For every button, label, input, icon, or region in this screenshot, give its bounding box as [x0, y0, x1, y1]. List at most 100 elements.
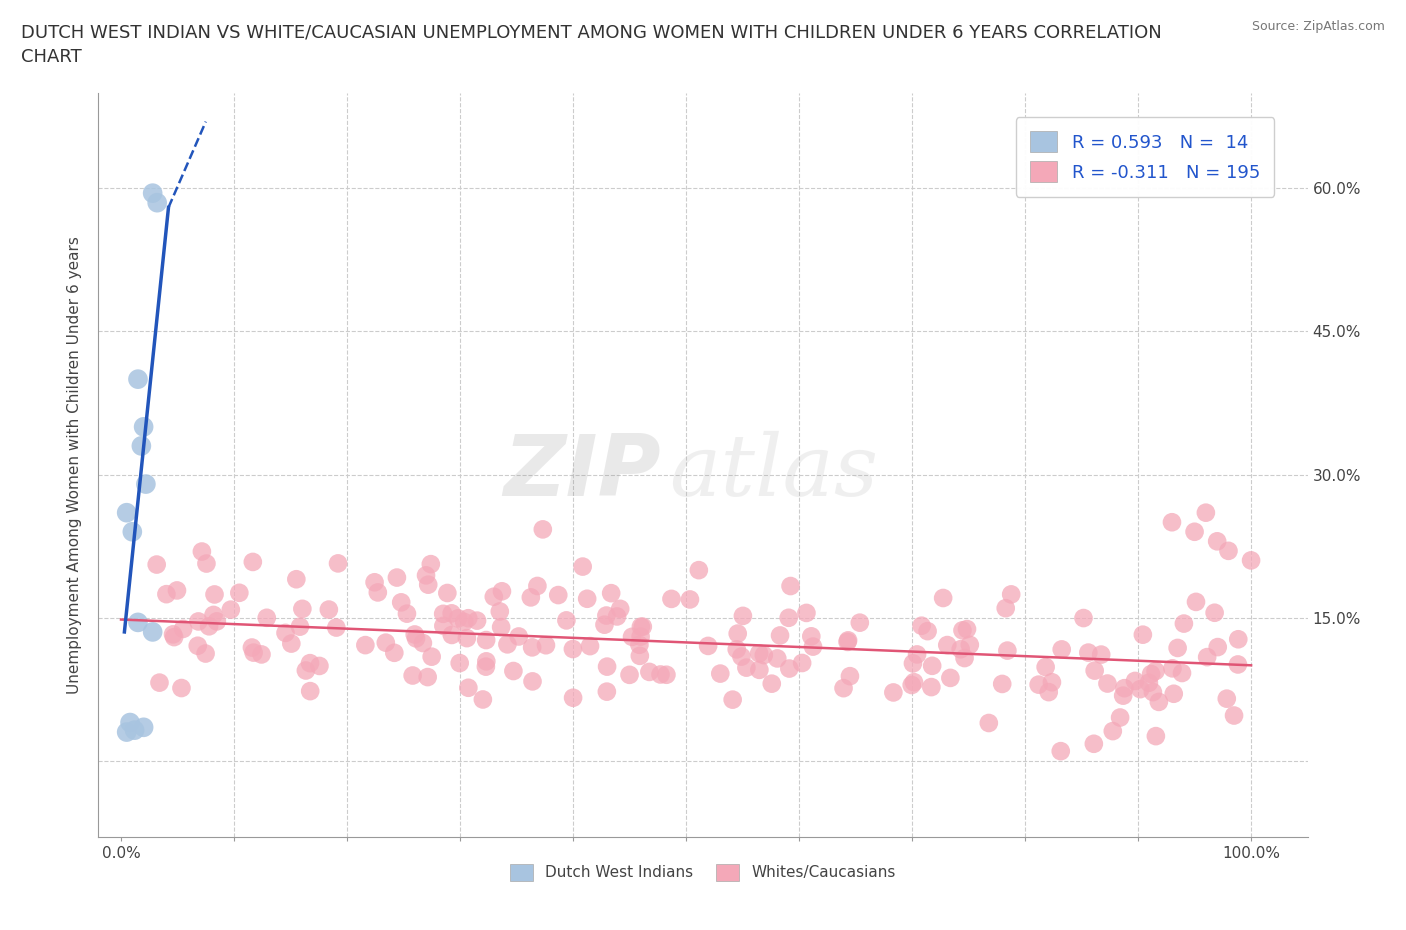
Point: [595, 608, 617, 623]
Point: [363, 575, 385, 590]
Point: [596, 659, 619, 674]
Point: [1040, 675, 1063, 690]
Point: [650, 667, 672, 682]
Point: [412, 635, 434, 650]
Point: [939, 671, 962, 685]
Point: [991, 676, 1014, 691]
Point: [952, 623, 974, 638]
Point: [457, 681, 479, 696]
Point: [949, 642, 972, 657]
Point: [385, 570, 408, 585]
Point: [194, 646, 217, 661]
Point: [1163, 686, 1185, 701]
Point: [1109, 711, 1132, 725]
Point: [256, 610, 278, 625]
Point: [655, 668, 678, 683]
Point: [401, 668, 423, 683]
Point: [638, 664, 661, 679]
Point: [796, 605, 818, 620]
Point: [1144, 729, 1167, 744]
Point: [1114, 681, 1136, 696]
Point: [1137, 675, 1160, 690]
Point: [496, 637, 519, 652]
Point: [219, 603, 242, 618]
Point: [953, 651, 976, 666]
Point: [1218, 543, 1240, 558]
Point: [1049, 744, 1071, 759]
Point: [148, 675, 170, 690]
Point: [731, 608, 754, 623]
Point: [432, 618, 454, 633]
Point: [725, 642, 748, 657]
Point: [1226, 657, 1249, 671]
Point: [280, 636, 302, 651]
Point: [522, 674, 544, 689]
Point: [679, 592, 702, 607]
Point: [475, 632, 498, 647]
Point: [1132, 627, 1154, 642]
Point: [1147, 695, 1170, 710]
Point: [242, 645, 264, 660]
Point: [837, 634, 859, 649]
Point: [491, 584, 513, 599]
Point: [447, 611, 470, 626]
Point: [555, 613, 578, 628]
Point: [508, 629, 530, 644]
Point: [1195, 505, 1218, 520]
Point: [1171, 666, 1194, 681]
Point: [596, 684, 619, 699]
Point: [1112, 688, 1135, 703]
Point: [697, 639, 720, 654]
Point: [1000, 587, 1022, 602]
Text: ZIP: ZIP: [503, 431, 661, 514]
Point: [115, 505, 138, 520]
Point: [849, 616, 872, 631]
Point: [131, 438, 153, 453]
Point: [240, 640, 263, 655]
Point: [374, 635, 396, 650]
Point: [936, 638, 959, 653]
Point: [405, 631, 427, 645]
Point: [630, 629, 652, 644]
Point: [562, 690, 585, 705]
Point: [1129, 682, 1152, 697]
Point: [1077, 645, 1099, 660]
Point: [285, 572, 308, 587]
Point: [801, 639, 824, 654]
Point: [593, 618, 616, 632]
Point: [172, 621, 194, 636]
Point: [800, 629, 823, 644]
Point: [752, 647, 775, 662]
Point: [204, 587, 226, 602]
Point: [1204, 605, 1226, 620]
Point: [135, 477, 157, 492]
Point: [228, 585, 250, 600]
Point: [959, 637, 981, 652]
Point: [166, 583, 188, 598]
Text: DUTCH WEST INDIAN VS WHITE/CAUCASIAN UNEMPLOYMENT AMONG WOMEN WITH CHILDREN UNDE: DUTCH WEST INDIAN VS WHITE/CAUCASIAN UNE…: [21, 23, 1161, 41]
Legend: Dutch West Indians, Whites/Caucasians: Dutch West Indians, Whites/Caucasians: [502, 856, 904, 889]
Point: [354, 638, 377, 653]
Point: [502, 664, 524, 679]
Point: [778, 610, 800, 625]
Point: [325, 620, 347, 635]
Point: [127, 615, 149, 630]
Point: [910, 618, 932, 633]
Point: [727, 626, 749, 641]
Point: [1184, 525, 1206, 539]
Point: [155, 587, 177, 602]
Point: [730, 649, 752, 664]
Point: [482, 590, 505, 604]
Point: [142, 186, 165, 201]
Point: [170, 681, 193, 696]
Point: [766, 651, 789, 666]
Point: [127, 372, 149, 387]
Point: [921, 658, 943, 673]
Point: [318, 602, 340, 617]
Point: [839, 669, 862, 684]
Point: [449, 656, 471, 671]
Point: [146, 195, 169, 210]
Point: [145, 557, 167, 572]
Point: [1161, 515, 1184, 530]
Point: [882, 685, 904, 700]
